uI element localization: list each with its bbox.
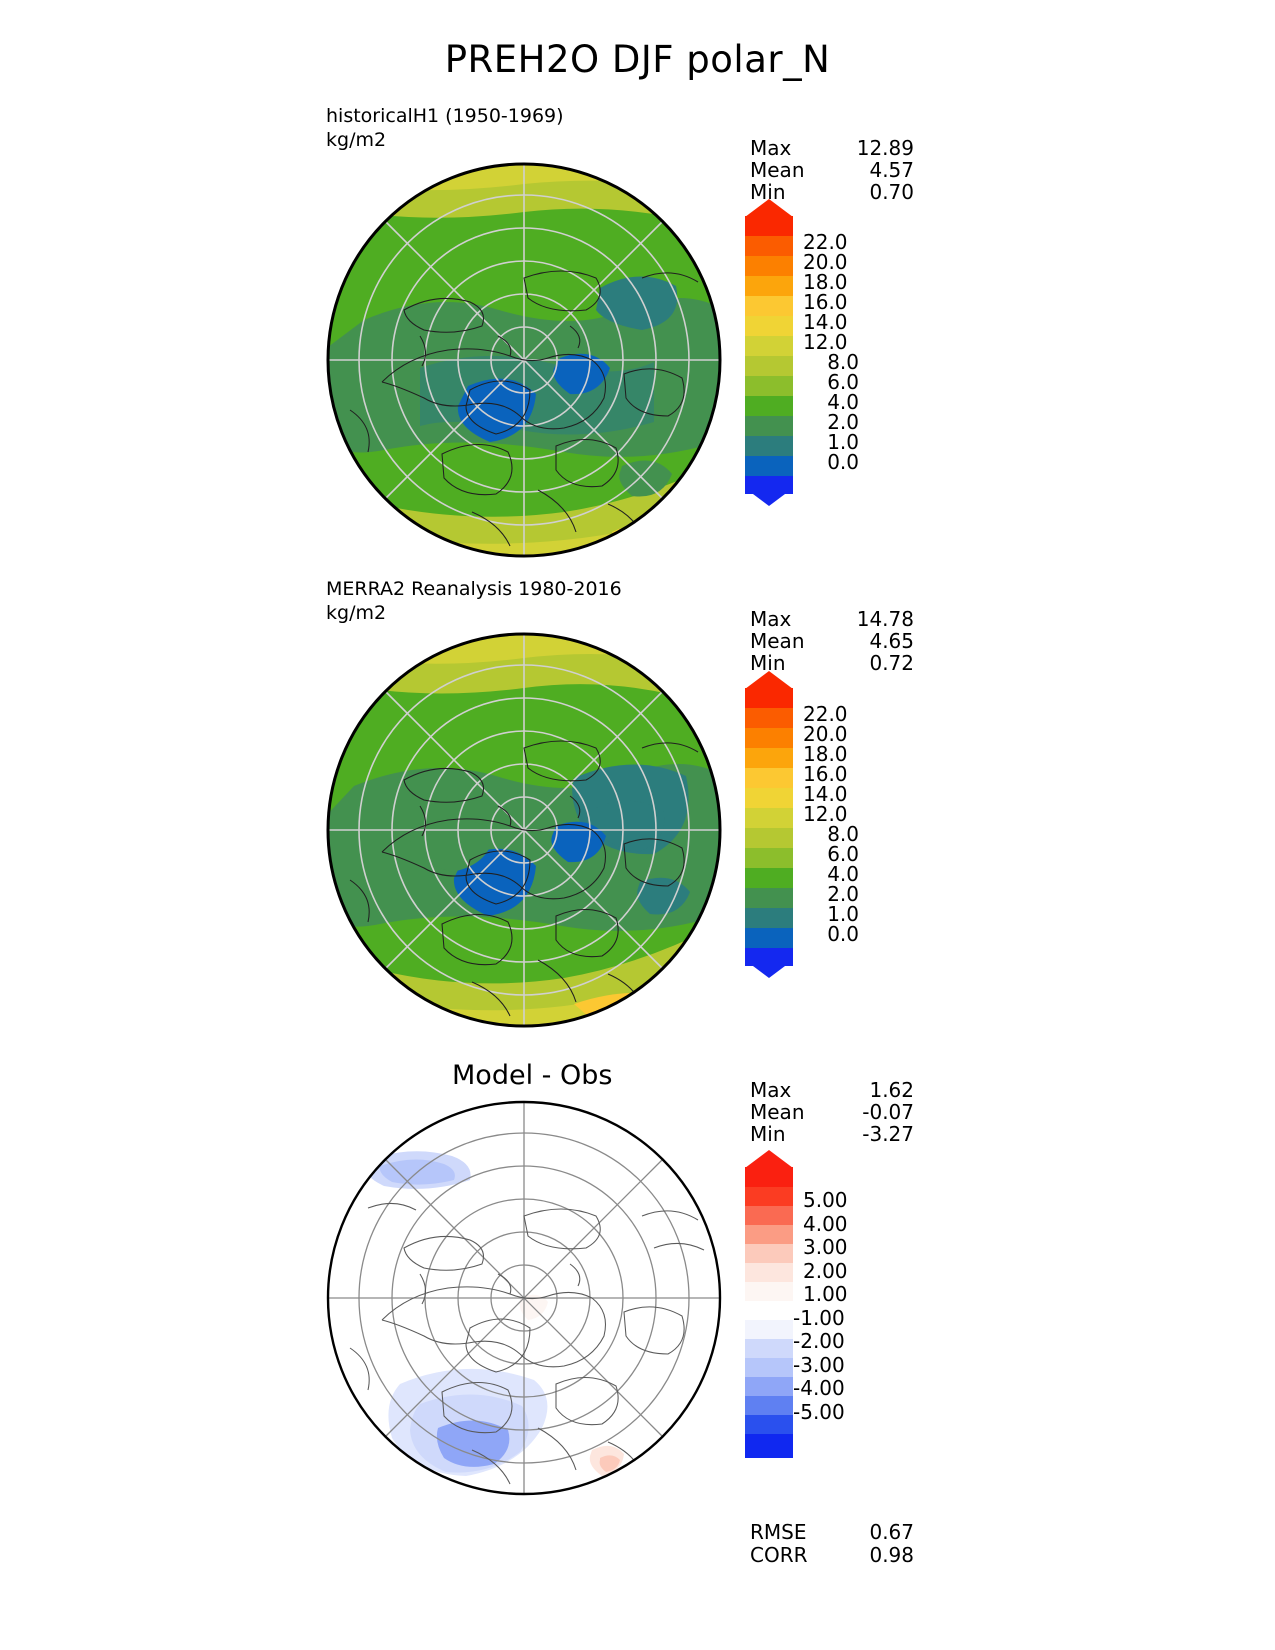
- panel-model-stats: Max 12.89 Mean 4.57 Min 0.70: [750, 137, 914, 203]
- panel-difference-stats: Max 1.62 Mean -0.07 Min -3.27: [750, 1079, 914, 1145]
- colorbar-difference: 5.00 4.00 3.00 2.00 1.00 -1.00 -2.00 -3.…: [745, 1150, 848, 1458]
- panel-difference-title: Model - Obs: [452, 1060, 613, 1091]
- stat-row: Min -3.27: [750, 1122, 914, 1146]
- stat-row: Max 1.62: [750, 1078, 914, 1102]
- skill-scores: RMSE 0.67 CORR 0.98: [750, 1521, 914, 1567]
- score-row: RMSE 0.67: [750, 1520, 914, 1544]
- colorbar-difference-labels: 5.00 4.00 3.00 2.00 1.00 -1.00 -2.00 -3.…: [793, 1188, 848, 1424]
- stat-row: Min 0.72: [750, 651, 914, 675]
- colorbar-absolute-model-body: [745, 216, 793, 494]
- colorbar-extend-bottom-arrow: [745, 488, 793, 506]
- colorbar-absolute-obs: 22.0 20.0 18.0 16.0 14.0 12.0 8.0 6.0 4.…: [745, 671, 859, 978]
- panel-obs-units: kg/m2: [326, 602, 387, 624]
- stat-row: Max 12.89: [750, 136, 914, 160]
- map-outline: [326, 1100, 722, 1496]
- polar-stereographic-projection-model: [326, 162, 722, 558]
- colorbar-extend-top-arrow: [745, 671, 793, 689]
- stat-row: Mean -0.07: [750, 1100, 914, 1124]
- map-outline: [326, 162, 722, 558]
- polar-stereographic-projection-obs: [326, 632, 722, 1028]
- stat-row: Max 14.78: [750, 607, 914, 631]
- colorbar-absolute-obs-body: [745, 688, 793, 966]
- polar-map-model: [324, 160, 724, 560]
- panel-model-units: kg/m2: [326, 129, 387, 151]
- colorbar-difference-body: [745, 1167, 793, 1458]
- polar-map-difference: [324, 1098, 724, 1498]
- stat-row: Mean 4.57: [750, 158, 914, 182]
- colorbar-extend-top-arrow: [745, 199, 793, 217]
- panel-obs-title: MERRA2 Reanalysis 1980-2016: [326, 578, 622, 600]
- polar-stereographic-projection-difference: [326, 1100, 722, 1496]
- stat-row: Min 0.70: [750, 180, 914, 204]
- colorbar-absolute-model: 22.0 20.0 18.0 16.0 14.0 12.0 8.0 6.0 4.…: [745, 199, 859, 506]
- panel-model-title: historicalH1 (1950-1969): [326, 105, 564, 127]
- colorbar-absolute-model-labels: 22.0 20.0 18.0 16.0 14.0 12.0 8.0 6.0 4.…: [803, 230, 859, 474]
- coastlines: [349, 740, 699, 1017]
- coastlines: [349, 1202, 705, 1485]
- colorbar-extend-bottom-arrow: [745, 1439, 793, 1457]
- colorbar-absolute-obs-labels: 22.0 20.0 18.0 16.0 14.0 12.0 8.0 6.0 4.…: [803, 702, 859, 946]
- colorbar-extend-bottom-arrow: [745, 960, 793, 978]
- map-outline: [326, 632, 722, 1028]
- score-row: CORR 0.98: [750, 1543, 914, 1567]
- stat-row: Mean 4.65: [750, 629, 914, 653]
- figure-title: PREH2O DJF polar_N: [444, 38, 831, 81]
- colorbar-extend-top-arrow: [745, 1150, 793, 1168]
- polar-map-obs: [324, 630, 724, 1030]
- panel-obs-stats: Max 14.78 Mean 4.65 Min 0.72: [750, 608, 914, 674]
